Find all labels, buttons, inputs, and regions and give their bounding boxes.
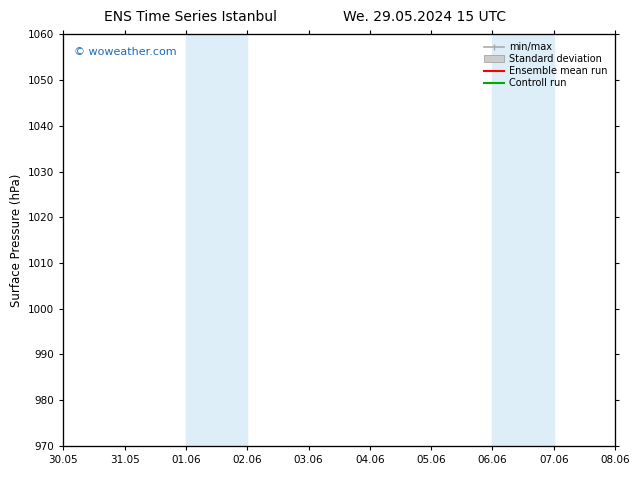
Bar <box>493 34 523 446</box>
Bar <box>186 34 217 446</box>
Bar <box>217 34 247 446</box>
Y-axis label: Surface Pressure (hPa): Surface Pressure (hPa) <box>10 173 23 307</box>
Legend: min/max, Standard deviation, Ensemble mean run, Controll run: min/max, Standard deviation, Ensemble me… <box>481 39 610 91</box>
Text: We. 29.05.2024 15 UTC: We. 29.05.2024 15 UTC <box>343 10 507 24</box>
Bar <box>523 34 553 446</box>
Text: © woweather.com: © woweather.com <box>74 47 177 57</box>
Text: ENS Time Series Istanbul: ENS Time Series Istanbul <box>104 10 276 24</box>
